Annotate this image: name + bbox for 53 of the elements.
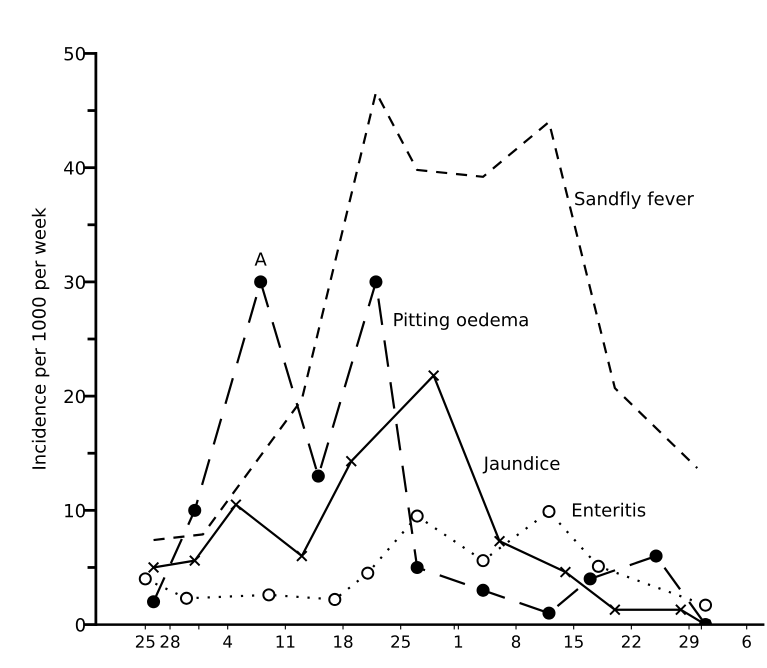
point xyxy=(188,504,202,517)
point xyxy=(230,498,242,510)
x-tick-label: 29 xyxy=(680,635,698,648)
point xyxy=(650,550,663,563)
y-tick-label: 50 xyxy=(64,46,85,61)
point xyxy=(345,455,358,468)
point xyxy=(609,604,621,616)
series-label: Pitting oedema xyxy=(394,312,528,330)
series-label: Sandfly fever xyxy=(575,191,694,209)
point xyxy=(542,606,556,620)
series-label: Enteritis xyxy=(572,502,646,517)
point xyxy=(476,584,490,597)
point xyxy=(312,470,325,483)
x-tick-label: 28 xyxy=(160,635,180,648)
y-tick-label: 40 xyxy=(64,161,85,175)
x-tick-label: 22 xyxy=(622,635,640,648)
point xyxy=(254,275,268,288)
x-tick-label: 1 xyxy=(454,636,462,648)
point xyxy=(674,604,687,616)
point xyxy=(262,588,276,602)
point xyxy=(138,572,152,586)
x-tick-label: 18 xyxy=(334,635,352,648)
y-tick-label: 10 xyxy=(65,504,85,518)
point xyxy=(476,554,490,568)
point xyxy=(188,554,201,566)
point xyxy=(296,550,308,562)
x-tick-label: 11 xyxy=(276,636,294,648)
y-tick-label: 30 xyxy=(64,275,85,290)
y-tick-label: 20 xyxy=(64,390,85,404)
point xyxy=(592,560,605,573)
point xyxy=(148,562,160,574)
point xyxy=(428,370,440,382)
point xyxy=(494,535,506,548)
point xyxy=(180,592,194,605)
x-tick-label: 25 xyxy=(136,635,154,648)
x-tick-label: 15 xyxy=(564,636,583,648)
point xyxy=(369,275,383,288)
x-tick-label: 6 xyxy=(742,635,751,648)
point xyxy=(328,592,342,606)
x-tick-label: 4 xyxy=(223,636,232,648)
point xyxy=(542,504,556,518)
point xyxy=(147,595,160,608)
x-tick-label: 8 xyxy=(512,635,520,648)
y-axis-title: Incidence per 1000 per week xyxy=(32,208,50,469)
point xyxy=(410,510,424,523)
annotation: A xyxy=(254,252,267,266)
series-label: Jaundice xyxy=(482,456,560,474)
x-tick-label: 25 xyxy=(391,635,410,648)
point xyxy=(560,566,572,578)
point xyxy=(361,566,374,580)
point xyxy=(410,560,424,574)
point xyxy=(698,598,712,612)
point xyxy=(584,572,597,586)
